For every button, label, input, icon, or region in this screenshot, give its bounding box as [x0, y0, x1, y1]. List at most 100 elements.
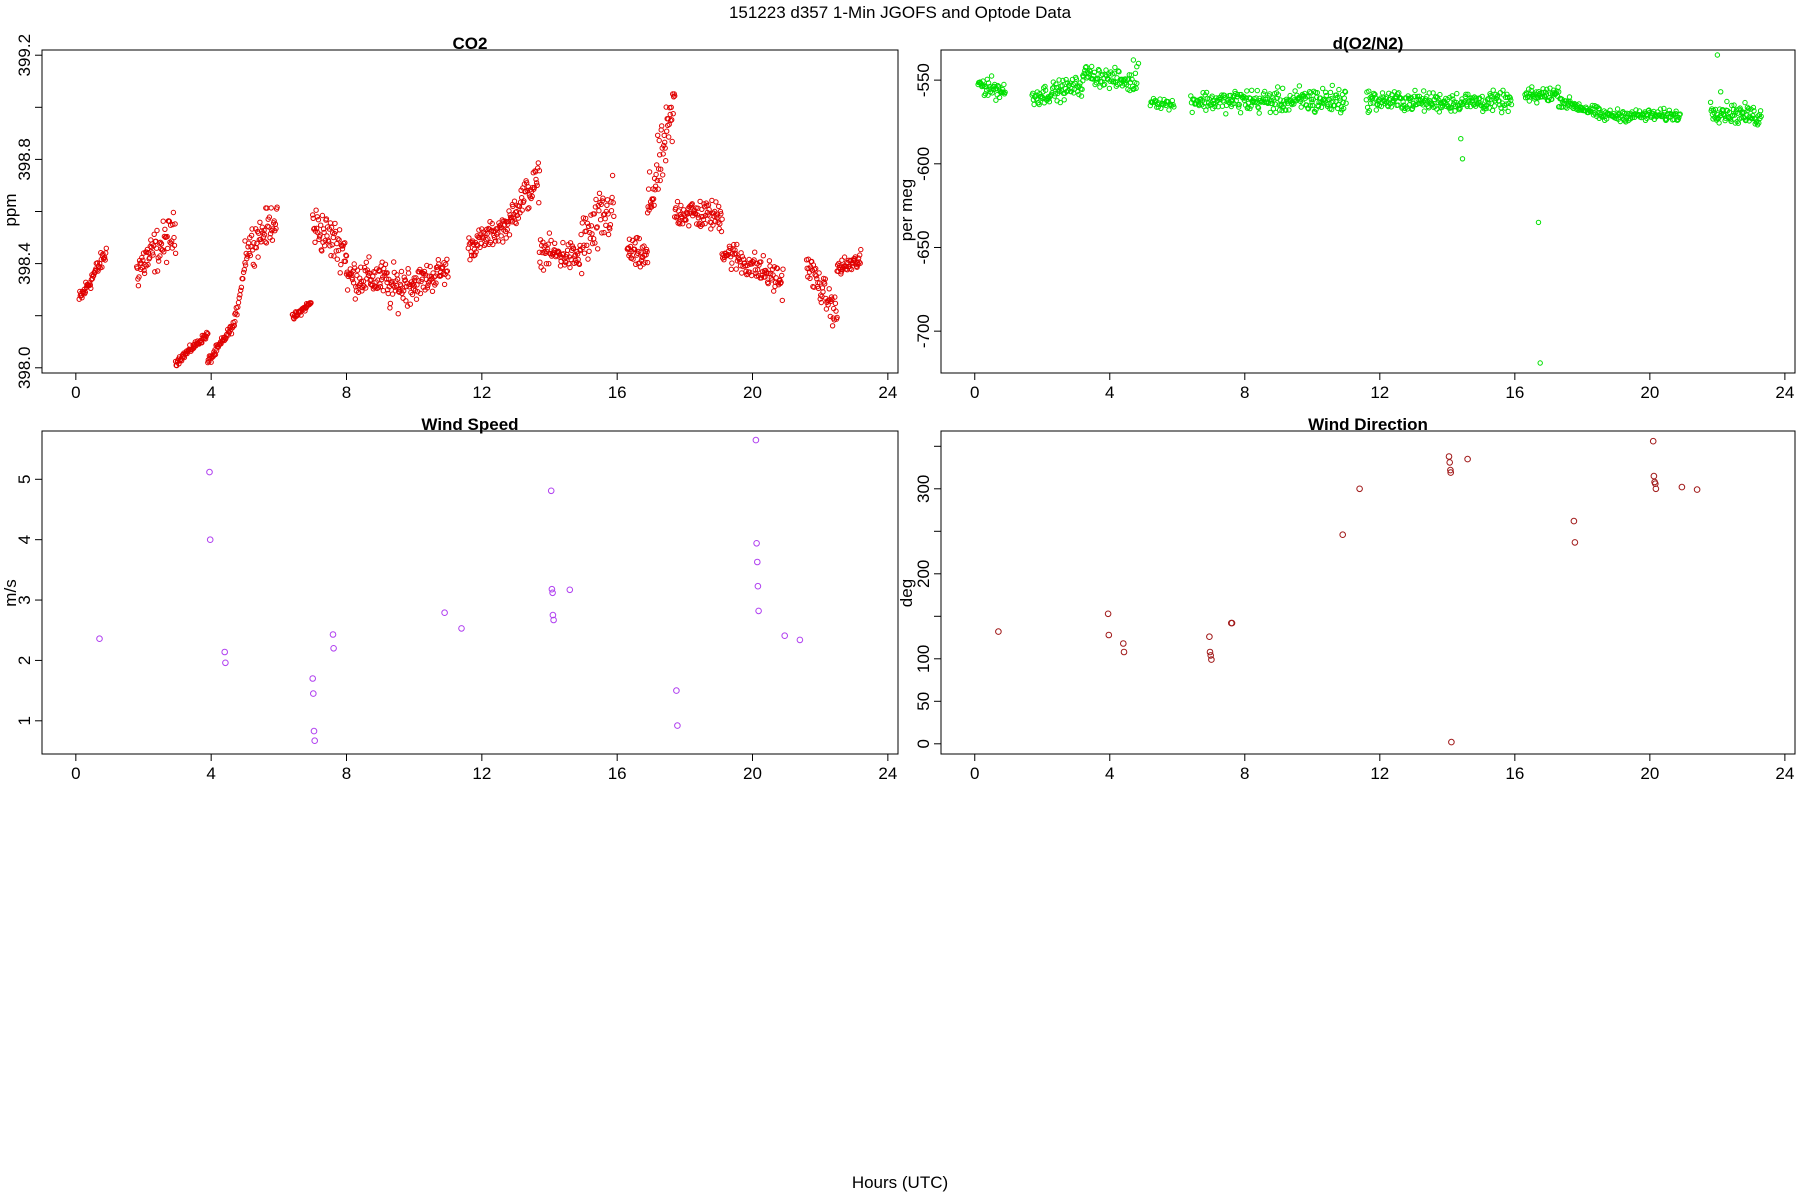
o2n2-point [1507, 95, 1513, 101]
co2-point [380, 288, 386, 294]
co2-point [592, 204, 599, 210]
co2-point [731, 241, 737, 248]
o2n2-point [1233, 97, 1239, 104]
co2-point [413, 275, 419, 281]
windspeed-xtick-label: 4 [206, 764, 215, 783]
co2-point [87, 282, 94, 288]
co2-point [140, 257, 146, 263]
o2n2-point [1056, 77, 1062, 83]
co2-point [663, 104, 669, 110]
winddir-point [1571, 539, 1579, 546]
o2n2-point [1722, 117, 1728, 124]
o2n2-point [1342, 88, 1348, 95]
co2-point [841, 254, 848, 260]
windspeed-point [673, 687, 680, 694]
co2-point [828, 294, 835, 300]
co2-point [142, 261, 148, 268]
co2-point [342, 258, 349, 265]
co2-point [669, 138, 675, 145]
co2-point [391, 259, 397, 265]
co2-point [774, 265, 781, 272]
winddir-frame [940, 430, 1796, 755]
o2n2-point [1107, 78, 1113, 84]
windspeed-ytick-label: 2 [15, 656, 34, 665]
co2-point [627, 243, 634, 250]
o2n2-point [1101, 81, 1108, 88]
o2n2-point [1111, 70, 1117, 76]
co2-point [312, 239, 318, 246]
co2-point [436, 272, 443, 279]
co2-point [435, 257, 441, 263]
winddir-point [1570, 517, 1578, 525]
co2-point [826, 286, 832, 292]
co2-point [238, 287, 244, 293]
co2-point [833, 308, 839, 314]
winddir-point [1464, 455, 1471, 463]
co2-point [444, 268, 451, 274]
o2n2-point [1203, 89, 1210, 96]
o2n2-point [1318, 104, 1325, 111]
co2-point [858, 246, 864, 253]
co2-point [533, 176, 539, 183]
co2-point [154, 268, 161, 274]
o2n2-point [1262, 88, 1268, 95]
co2-point [82, 289, 89, 295]
co2-point [88, 285, 94, 291]
co2-point [610, 200, 616, 206]
o2n2-point [1489, 107, 1496, 114]
co2-point [172, 250, 179, 257]
co2-point [716, 203, 722, 210]
co2-point [151, 231, 157, 238]
co2-point [322, 237, 328, 244]
co2-point [607, 222, 614, 228]
windspeed-ytick-label: 5 [15, 475, 34, 484]
co2-point [744, 262, 750, 269]
co2-point [651, 202, 657, 209]
o2n2-point [988, 73, 995, 79]
co2-point [263, 240, 270, 246]
o2n2-point [1060, 77, 1066, 84]
co2-point [328, 252, 334, 259]
windspeed-points [96, 436, 804, 745]
o2n2-point [1134, 80, 1140, 87]
o2n2-point [1133, 85, 1139, 92]
co2-point [586, 248, 592, 255]
co2-point [506, 232, 513, 238]
co2-point [90, 273, 97, 279]
co2-point [360, 278, 367, 284]
co2-point [172, 221, 178, 227]
winddir-point [1104, 610, 1112, 618]
co2-point [225, 332, 231, 338]
co2-point [242, 262, 249, 268]
co2-point [497, 225, 503, 231]
co2-point [560, 239, 566, 246]
co2-point [375, 277, 381, 283]
o2n2-point [1491, 103, 1498, 109]
co2-point [668, 104, 674, 111]
co2-point [251, 263, 258, 269]
co2-point [646, 169, 653, 175]
co2-point [327, 220, 334, 226]
co2-point [504, 226, 510, 233]
o2n2-point [1314, 90, 1321, 96]
windspeed-xtick-label: 8 [342, 764, 351, 783]
co2-point [322, 243, 328, 249]
o2n2-point [1749, 116, 1755, 122]
co2-point [820, 289, 826, 295]
o2n2-point [1234, 91, 1241, 98]
co2-point [556, 249, 562, 255]
co2-point [366, 254, 372, 260]
co2-point [732, 247, 738, 253]
co2-point [752, 249, 758, 255]
winddir-point [1678, 483, 1686, 491]
co2-point [585, 256, 591, 262]
co2-point [302, 308, 308, 314]
co2-points [76, 91, 864, 369]
windspeed-xtick-label: 20 [743, 764, 762, 783]
co2-point [308, 300, 314, 306]
o2n2-point [1464, 103, 1470, 110]
o2n2-point [1106, 85, 1113, 92]
winddir-xtick-label: 4 [1105, 764, 1114, 783]
co2-point [652, 187, 658, 193]
co2-point [323, 216, 330, 222]
